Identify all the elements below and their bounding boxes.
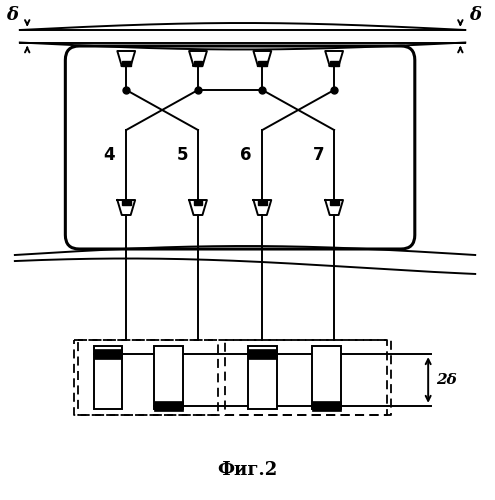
Bar: [312, 346, 341, 409]
Text: δ: δ: [6, 6, 18, 24]
Text: 7: 7: [312, 146, 324, 164]
Bar: [154, 346, 183, 409]
Text: 4: 4: [103, 146, 115, 164]
Bar: [94, 346, 122, 409]
Text: 6: 6: [240, 146, 252, 164]
Bar: [154, 401, 183, 411]
Polygon shape: [194, 60, 202, 66]
Text: Фиг.2: Фиг.2: [217, 461, 278, 479]
Text: 2δ: 2δ: [436, 373, 456, 387]
Text: 5: 5: [176, 146, 188, 164]
Polygon shape: [122, 200, 131, 205]
Polygon shape: [258, 60, 267, 66]
Text: δ: δ: [469, 6, 481, 24]
Polygon shape: [330, 200, 339, 205]
Bar: [248, 346, 277, 409]
Polygon shape: [330, 60, 339, 66]
Bar: [94, 349, 122, 359]
Polygon shape: [122, 60, 131, 66]
Bar: [312, 401, 341, 411]
Polygon shape: [194, 200, 202, 205]
Bar: [248, 349, 277, 359]
Polygon shape: [258, 200, 267, 205]
